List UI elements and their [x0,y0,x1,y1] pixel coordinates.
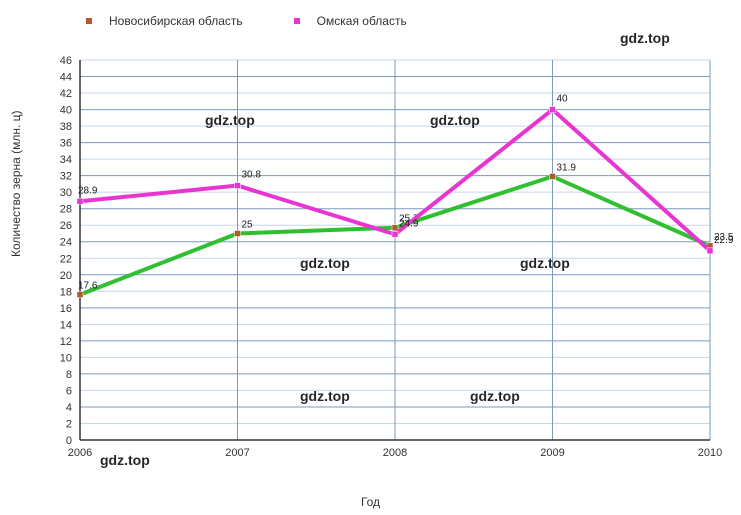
data-label: 24.9 [399,218,419,229]
data-label: 30.8 [242,170,262,181]
watermark: gdz.top [620,30,670,46]
data-marker [235,183,241,189]
y-tick-label: 26 [60,220,72,232]
y-tick-label: 14 [60,319,72,331]
y-tick-label: 22 [60,253,72,265]
data-marker [77,292,83,298]
chart-container: Новосибирская область Омская область Кол… [10,10,731,505]
watermark: gdz.top [470,388,520,404]
x-tick-label: 2009 [540,447,564,459]
legend-item-novosibirsk: Новосибирская область [75,14,243,28]
y-tick-label: 28 [60,204,72,216]
y-tick-label: 44 [60,72,72,84]
watermark: gdz.top [300,255,350,271]
y-tick-label: 46 [60,55,72,67]
data-marker [707,248,713,254]
watermark: gdz.top [205,112,255,128]
watermark: gdz.top [520,255,570,271]
x-tick-label: 2008 [383,447,407,459]
legend-label-2: Омская область [317,14,407,28]
watermark: gdz.top [300,388,350,404]
data-label: 40 [557,94,569,105]
y-tick-label: 20 [60,270,72,282]
legend-line-2 [283,20,311,22]
plot-svg: 0246810121416182022242628303234363840424… [80,60,710,460]
y-tick-label: 36 [60,138,72,150]
legend: Новосибирская область Омская область [75,14,407,28]
y-tick-label: 42 [60,88,72,100]
y-tick-label: 32 [60,171,72,183]
x-tick-label: 2007 [225,447,249,459]
y-tick-label: 6 [66,385,72,397]
y-tick-label: 12 [60,336,72,348]
legend-item-omsk: Омская область [283,14,407,28]
data-label: 17.6 [78,281,98,292]
data-label: 25 [242,219,254,230]
legend-marker-2 [294,18,300,24]
data-marker [550,107,556,113]
y-tick-label: 2 [66,418,72,430]
y-tick-label: 34 [60,154,72,166]
y-tick-label: 40 [60,105,72,117]
x-axis-label: Год [361,495,380,509]
x-tick-label: 2006 [68,447,92,459]
y-tick-label: 16 [60,303,72,315]
data-marker [550,173,556,179]
y-tick-label: 4 [66,402,72,414]
y-tick-label: 24 [60,237,72,249]
y-tick-label: 30 [60,187,72,199]
watermark: gdz.top [430,112,480,128]
data-marker [392,231,398,237]
data-marker [392,225,398,231]
y-tick-label: 8 [66,369,72,381]
y-axis-label: Количество зерна (млн. ц) [9,110,23,257]
data-marker [77,198,83,204]
y-tick-label: 38 [60,121,72,133]
data-marker [235,230,241,236]
legend-label-1: Новосибирская область [109,14,243,28]
x-tick-label: 2010 [698,447,722,459]
data-label: 22.9 [714,235,734,246]
data-label: 31.9 [557,162,577,173]
y-tick-label: 18 [60,286,72,298]
legend-marker-1 [86,18,92,24]
watermark: gdz.top [100,452,150,468]
data-label: 28.9 [78,185,98,196]
y-tick-label: 0 [66,435,72,447]
y-tick-label: 10 [60,352,72,364]
plot-area: 0246810121416182022242628303234363840424… [80,60,710,440]
legend-line-1 [75,20,103,22]
